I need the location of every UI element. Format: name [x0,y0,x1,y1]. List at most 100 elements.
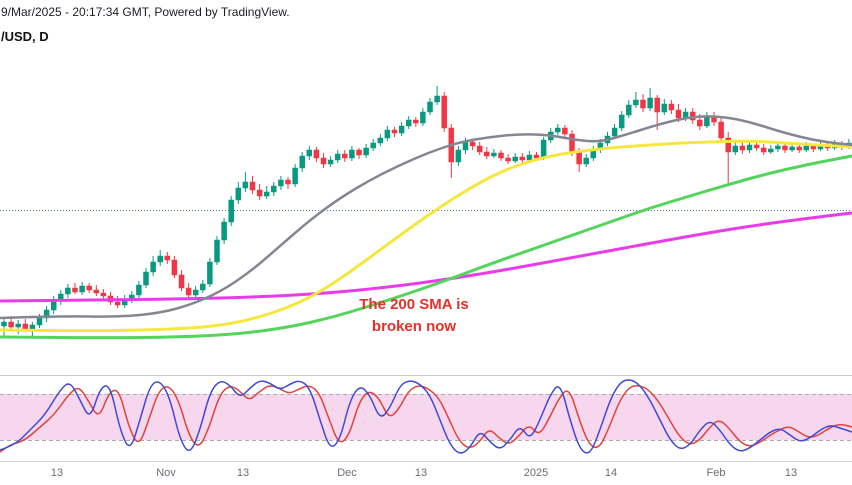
ma-green-line [0,154,852,340]
annotation-line-1: The 200 SMA is [359,296,469,313]
candle-body [718,121,724,139]
candle-body [278,179,284,187]
candle-body [476,145,483,153]
candle-body [405,119,412,127]
candle-body [143,271,149,286]
candle-body [796,146,802,151]
x-axis-label: 13 [784,467,798,479]
candle-body [384,129,391,139]
annotation-200sma: The 200 SMA is broken now [340,294,488,338]
candle-body [789,146,795,151]
x-axis-label: Nov [156,467,176,479]
candle-body [150,261,156,273]
stochastic-d-line [0,384,852,453]
candle-body [22,323,29,330]
ma-gray-line [0,115,852,320]
candle-body [342,153,348,159]
candle-body [200,283,206,291]
candle-body [732,145,739,153]
candle-body [1,321,7,327]
candle-body [185,287,192,296]
stochastic-band-fill [0,394,852,440]
candle-body [618,114,625,129]
candle-body [79,285,85,293]
candlestick-chart-canvas[interactable] [0,0,852,462]
candle-body [263,191,270,197]
candle-body [782,145,788,151]
candle-body [8,321,14,328]
candle-body [356,149,362,156]
x-axis-label: 14 [604,467,618,479]
candle-body [434,95,440,103]
candle-body [768,148,774,153]
ma-magenta-line [0,211,852,303]
candle-body [86,285,92,291]
x-axis-time-scale[interactable]: 13 Nov 13 Dec 13 2025 14 Feb 13 [0,461,852,485]
x-axis-label: 2025 [523,467,549,479]
candle-body [455,149,462,163]
candle-body [753,144,760,149]
candle-body [235,187,242,201]
candle-body [668,103,675,111]
candle-body [697,119,703,127]
candle-body [285,179,291,185]
annotation-line-2: broken now [371,318,457,335]
candle-body [427,101,433,113]
candle-body [271,185,277,193]
candle-body [647,97,653,109]
candle-body [760,147,767,153]
candle-body [675,109,682,119]
candle-body [555,127,561,133]
candle-body [491,152,497,157]
candle-body [320,157,327,165]
ma-yellow-line [0,139,852,333]
candle-body [349,149,355,159]
candle-body [661,103,668,113]
candle-body [512,156,518,162]
candle-body [611,127,618,137]
candle-body [576,151,582,165]
candle-body [370,142,376,149]
candle-body [540,139,547,159]
candle-body [306,149,313,157]
candles-layer [1,86,852,337]
candle-body [441,95,447,129]
candle-body [484,151,490,157]
candle-body [171,259,178,276]
candle-body [533,154,540,159]
candle-body [299,155,305,169]
candle-body [810,145,817,150]
candle-body [562,127,568,135]
candle-body [100,292,107,297]
x-axis-label: Feb [706,467,726,479]
candle-body [334,153,341,161]
candle-body [15,323,21,328]
candle-body [505,157,511,162]
x-axis-label: 13 [50,467,64,479]
candle-body [256,189,263,197]
candle-body [214,239,220,263]
x-axis-label: 13 [236,467,250,479]
candle-body [519,156,526,161]
candle-body [398,125,405,134]
candle-body [114,301,121,306]
candle-body [803,145,810,151]
candle-body [207,261,213,285]
candle-body [413,119,419,124]
candle-body [327,159,334,165]
symbol-timeframe-label: /USD, D [1,29,49,44]
x-axis-label: 13 [414,467,428,479]
candle-body [391,129,398,134]
candle-body [292,167,298,185]
candle-body [249,181,256,191]
candle-body [469,141,476,147]
x-axis-label: Dec [337,467,357,479]
candle-body [633,99,639,106]
candle-body [136,284,142,296]
candle-body [377,137,384,144]
candle-body [739,145,746,151]
candle-body [462,141,469,151]
candle-body [313,149,320,159]
candle-body [746,144,753,151]
